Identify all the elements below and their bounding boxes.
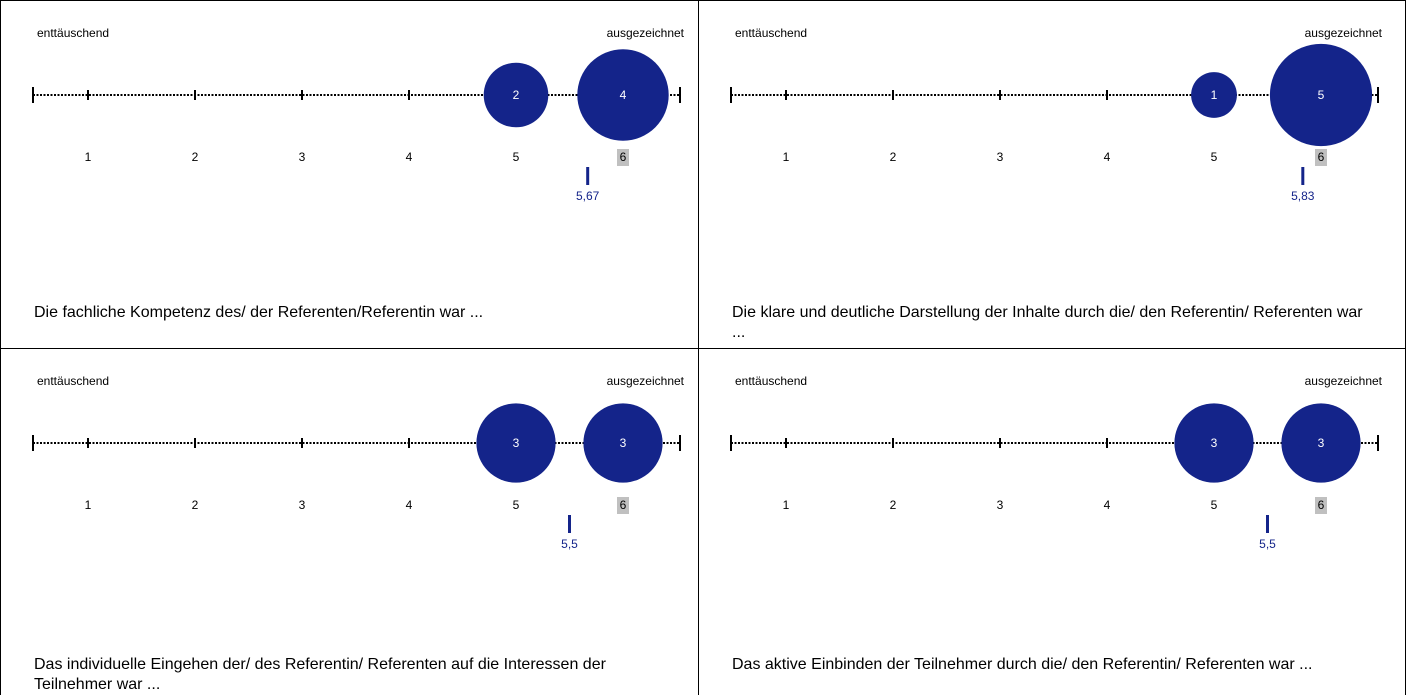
tick-label-4: 4 bbox=[1104, 150, 1111, 164]
tick-label-1: 1 bbox=[783, 498, 790, 512]
tick-label-1: 1 bbox=[85, 498, 92, 512]
chart-panel-1: enttäuschend ausgezeichnet 1 2 3 4 5 6 2 4 5,67 Die… bbox=[0, 0, 698, 348]
tick-label-3: 3 bbox=[997, 498, 1004, 512]
tick-label-2: 2 bbox=[890, 498, 897, 512]
scale-right-label: ausgezeichnet bbox=[1305, 374, 1383, 388]
tick-label-5: 5 bbox=[1211, 150, 1218, 164]
tick-label-4: 4 bbox=[406, 498, 413, 512]
tick-label-1: 1 bbox=[783, 150, 790, 164]
max-tick-highlight bbox=[1315, 497, 1327, 514]
tick-label-2: 2 bbox=[192, 150, 199, 164]
tick-label-5: 5 bbox=[1211, 498, 1218, 512]
chart-panel-4: enttäuschend ausgezeichnet 1 2 3 4 5 6 3 3 5,5 Das … bbox=[698, 348, 1406, 695]
count-bubble-5 bbox=[476, 403, 556, 483]
count-label-6: 4 bbox=[620, 88, 627, 102]
tick-label-2: 2 bbox=[192, 498, 199, 512]
scale-right-label: ausgezeichnet bbox=[607, 26, 685, 40]
scale-left-label: enttäuschend bbox=[735, 374, 807, 388]
max-tick-highlight bbox=[617, 149, 629, 166]
tick-label-5: 5 bbox=[513, 150, 520, 164]
chart-panel-3: enttäuschend ausgezeichnet 1 2 3 4 5 6 3 3 5,5 Das … bbox=[0, 348, 698, 695]
tick-label-6: 6 bbox=[1318, 150, 1325, 164]
tick-label-3: 3 bbox=[299, 150, 306, 164]
count-label-5: 3 bbox=[513, 436, 520, 450]
count-bubble-5 bbox=[483, 62, 549, 128]
question-text: Das individuelle Eingehen der/ des Refer… bbox=[34, 656, 606, 693]
question-text: Die klare und deutliche Darstellung der … bbox=[732, 304, 1363, 341]
rating-chart-svg: enttäuschend ausgezeichnet 1 2 3 4 5 6 2 4 5,67 bbox=[32, 26, 685, 203]
count-label-5: 1 bbox=[1211, 88, 1218, 102]
count-bubble-6 bbox=[1269, 43, 1373, 147]
tick-label-1: 1 bbox=[85, 150, 92, 164]
tick-label-2: 2 bbox=[890, 150, 897, 164]
count-bubble-6 bbox=[1281, 403, 1361, 483]
mean-label: 5,83 bbox=[1291, 189, 1315, 203]
tick-label-6: 6 bbox=[1318, 498, 1325, 512]
count-label-5: 2 bbox=[513, 88, 520, 102]
scale-left-label: enttäuschend bbox=[735, 26, 807, 40]
count-bubble-6 bbox=[583, 403, 663, 483]
rating-chart-svg: enttäuschend ausgezeichnet 1 2 3 4 5 6 3 3 5,5 bbox=[32, 374, 685, 551]
count-label-6: 3 bbox=[620, 436, 627, 450]
tick-label-6: 6 bbox=[620, 498, 627, 512]
scale-left-label: enttäuschend bbox=[37, 374, 109, 388]
tick-label-3: 3 bbox=[299, 498, 306, 512]
question-text: Das aktive Einbinden der Teilnehmer durc… bbox=[732, 656, 1313, 673]
max-tick-highlight bbox=[1315, 149, 1327, 166]
tick-label-5: 5 bbox=[513, 498, 520, 512]
count-label-6: 3 bbox=[1318, 436, 1325, 450]
count-bubble-5 bbox=[1174, 403, 1254, 483]
mean-label: 5,67 bbox=[576, 189, 600, 203]
rating-chart-svg: enttäuschend ausgezeichnet 1 2 3 4 5 6 3 3 5,5 bbox=[730, 374, 1383, 551]
count-label-6: 5 bbox=[1318, 88, 1325, 102]
max-tick-highlight bbox=[617, 497, 629, 514]
question-text: Die fachliche Kompetenz des/ der Referen… bbox=[34, 304, 484, 321]
mean-label: 5,5 bbox=[1259, 537, 1276, 551]
count-label-5: 3 bbox=[1211, 436, 1218, 450]
tick-label-6: 6 bbox=[620, 150, 627, 164]
tick-label-3: 3 bbox=[997, 150, 1004, 164]
count-bubble-5 bbox=[1191, 72, 1237, 118]
tick-label-4: 4 bbox=[406, 150, 413, 164]
scale-right-label: ausgezeichnet bbox=[607, 374, 685, 388]
chart-panel-2: enttäuschend ausgezeichnet 1 2 3 4 5 6 1 5 5,83 Die… bbox=[698, 0, 1406, 348]
scale-right-label: ausgezeichnet bbox=[1305, 26, 1383, 40]
count-bubble-6 bbox=[577, 49, 669, 141]
tick-label-4: 4 bbox=[1104, 498, 1111, 512]
scale-left-label: enttäuschend bbox=[37, 26, 109, 40]
rating-chart-svg: enttäuschend ausgezeichnet 1 2 3 4 5 6 1 5 5,83 bbox=[730, 26, 1383, 203]
mean-label: 5,5 bbox=[561, 537, 578, 551]
